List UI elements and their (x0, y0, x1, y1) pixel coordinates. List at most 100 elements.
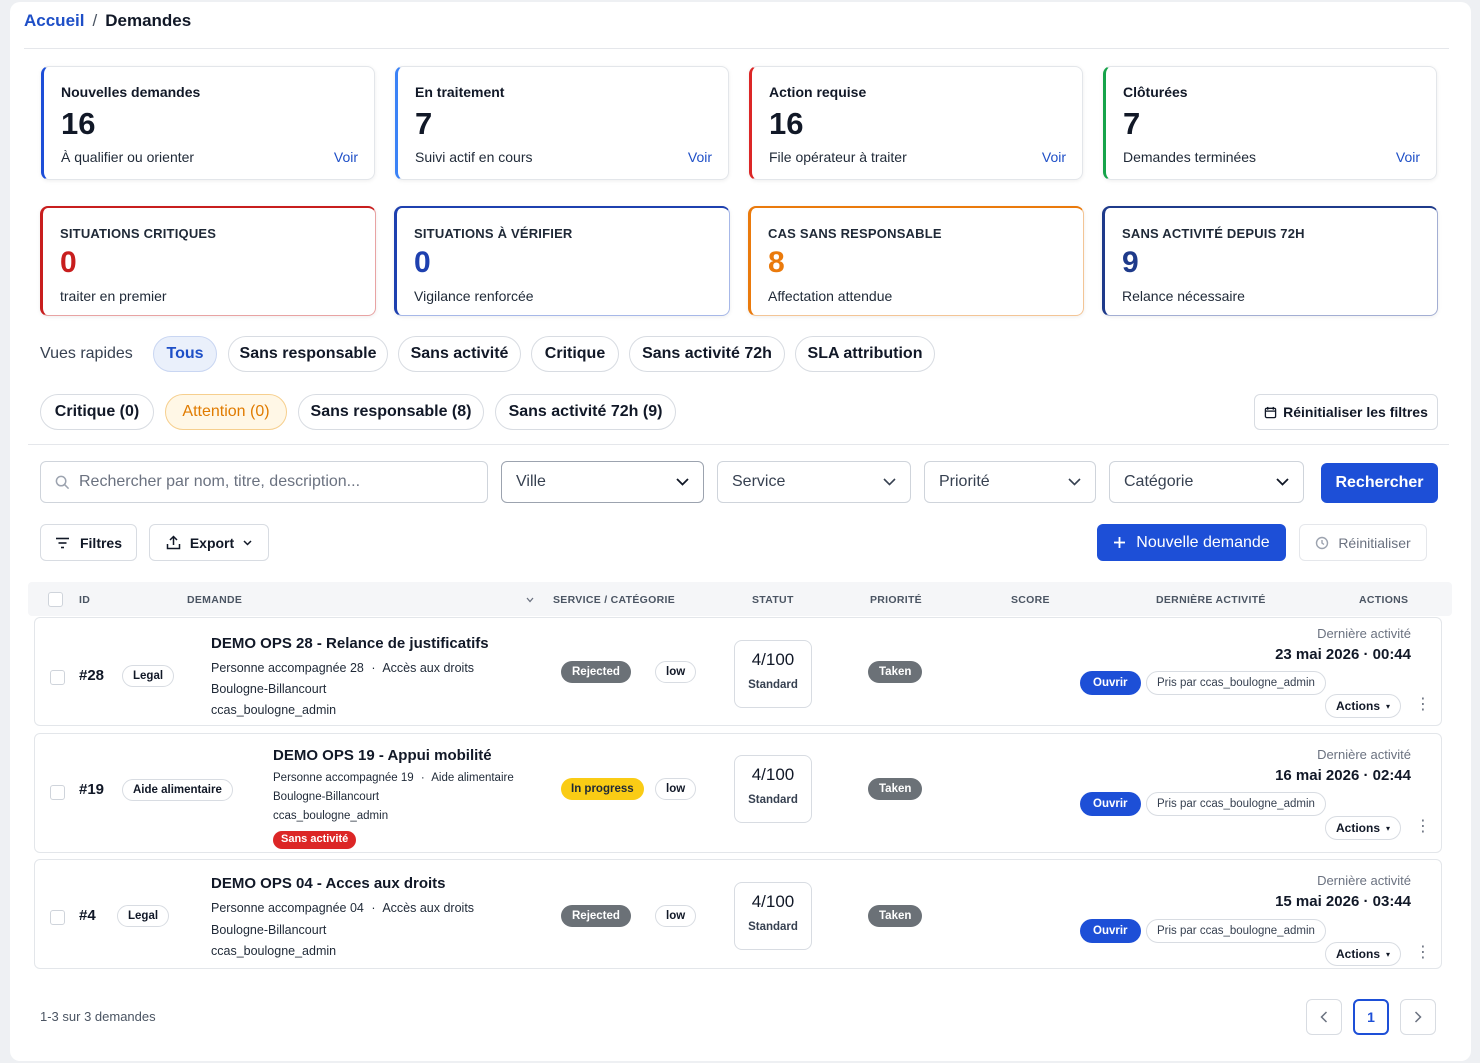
row-more-icon[interactable]: ⋮ (1415, 944, 1431, 961)
row-title[interactable]: DEMO OPS 28 - Relance de justificatifs (211, 635, 489, 652)
header-request[interactable]: DEMANDE (187, 594, 243, 606)
quick-view-critical[interactable]: Critique (531, 336, 619, 372)
quick-view-unassigned[interactable]: Sans responsable (228, 336, 388, 372)
header-status[interactable]: STATUT (752, 594, 794, 606)
breadcrumb-home-link[interactable]: Accueil (24, 11, 85, 30)
filter-critical[interactable]: Critique (0) (40, 394, 154, 430)
breadcrumb-current: Demandes (105, 11, 192, 30)
summary-card-action-required: Action requise 16 File opérateur à trait… (749, 66, 1083, 180)
stat-subtitle: Vigilance renforcée (414, 288, 534, 304)
card-value: 7 (1123, 106, 1141, 141)
card-title: Clôturées (1123, 84, 1188, 100)
row-score-value: 4/100 (751, 650, 795, 669)
row-open-button[interactable]: Ouvrir (1080, 671, 1141, 695)
filters-button[interactable]: Filtres (40, 524, 137, 561)
search-button[interactable]: Rechercher (1321, 463, 1438, 503)
row-category-tag: Legal (122, 665, 175, 687)
table-header (28, 582, 1452, 616)
row-actions-button[interactable]: Actions ▾ (1325, 694, 1402, 718)
header-score[interactable]: SCORE (1011, 594, 1050, 606)
row-open-button[interactable]: Ouvrir (1080, 919, 1141, 943)
quick-view-all[interactable]: Tous (153, 336, 217, 372)
row-person: Personne accompagnée 04 (211, 901, 364, 915)
new-request-button[interactable]: Nouvelle demande (1097, 524, 1286, 561)
filters-label: Filtres (79, 534, 122, 551)
row-activity-label: Dernière activité (1317, 626, 1411, 641)
row-person-service: Personne accompagnée 28 · Accès aux droi… (211, 661, 474, 675)
row-open-button[interactable]: Ouvrir (1080, 792, 1141, 816)
header-last-activity[interactable]: DERNIÈRE ACTIVITÉ (1156, 594, 1266, 606)
row-state-badge: Taken (868, 778, 923, 800)
header-divider (24, 48, 1449, 49)
pagination-page-button[interactable]: 1 (1353, 999, 1389, 1035)
card-subtitle: À qualifier ou orienter (61, 149, 195, 165)
row-score-label: Standard (748, 679, 798, 691)
row-dot: · (420, 772, 425, 784)
card-view-link[interactable]: Voir (1041, 149, 1066, 165)
export-button[interactable]: Export (149, 524, 269, 561)
search-input[interactable]: Rechercher par nom, titre, description..… (40, 461, 488, 503)
card-value: 16 (61, 106, 96, 141)
filter-icon (55, 537, 69, 548)
row-activity-label: Dernière activité (1317, 873, 1411, 888)
row-title[interactable]: DEMO OPS 04 - Acces aux droits (211, 875, 446, 892)
row-checkbox[interactable] (50, 670, 65, 685)
row-more-icon[interactable]: ⋮ (1415, 696, 1431, 713)
quick-view-inactive-72h[interactable]: Sans activité 72h (629, 336, 785, 372)
category-select[interactable]: Catégorie (1109, 461, 1304, 503)
chevron-down-icon (883, 478, 896, 486)
filter-inactive-72h[interactable]: Sans activité 72h (9) (495, 394, 676, 430)
header-priority[interactable]: PRIORITÉ (870, 594, 922, 606)
calendar-reset-icon (1264, 406, 1277, 418)
stat-card-critical[interactable]: SITUATIONS CRITIQUES 0 traiter en premie… (40, 206, 376, 316)
filter-unassigned[interactable]: Sans responsable (8) (298, 394, 484, 430)
row-actions-label: Actions (1336, 947, 1381, 961)
pagination-next-button[interactable] (1400, 999, 1436, 1035)
reset-button[interactable]: Réinitialiser (1299, 524, 1427, 561)
city-select[interactable]: Ville (501, 461, 704, 503)
search-placeholder: Rechercher par nom, titre, description..… (79, 473, 361, 490)
chevron-down-icon (1276, 478, 1289, 486)
row-checkbox[interactable] (50, 785, 65, 800)
stat-card-inactive-72h[interactable]: SANS ACTIVITÉ DEPUIS 72H 9 Relance néces… (1102, 206, 1438, 316)
row-taken-by: Pris par ccas_boulogne_admin (1146, 671, 1326, 695)
row-owner: ccas_boulogne_admin (211, 944, 337, 958)
table-row[interactable]: #28 Legal DEMO OPS 28 - Relance de justi… (34, 617, 1442, 726)
row-owner: ccas_boulogne_admin (211, 703, 337, 717)
row-title[interactable]: DEMO OPS 19 - Appui mobilité (273, 747, 492, 764)
quick-view-inactive[interactable]: Sans activité (398, 336, 521, 372)
row-person: Personne accompagnée 28 (211, 661, 364, 675)
stat-card-unassigned[interactable]: CAS SANS RESPONSABLE 8 Affectation atten… (748, 206, 1084, 316)
sort-chevron-icon[interactable] (526, 597, 534, 603)
header-id[interactable]: ID (79, 594, 91, 606)
row-more-icon[interactable]: ⋮ (1415, 818, 1431, 835)
row-service: Accès aux droits (382, 901, 475, 915)
chevron-down-icon (1068, 478, 1081, 486)
card-view-link[interactable]: Voir (333, 149, 358, 165)
table-row[interactable]: #19 Aide alimentaire DEMO OPS 19 - Appui… (34, 733, 1442, 853)
stat-subtitle: traiter en premier (60, 288, 167, 304)
reset-filters-button[interactable]: Réinitialiser les filtres (1254, 394, 1438, 430)
header-service-category[interactable]: SERVICE / CATÉGORIE (553, 594, 675, 606)
card-view-link[interactable]: Voir (1395, 149, 1420, 165)
row-actions-button[interactable]: Actions ▾ (1325, 816, 1402, 840)
row-owner: ccas_boulogne_admin (273, 810, 389, 822)
pagination-summary: 1-3 sur 3 demandes (40, 1009, 156, 1024)
stat-card-to-verify[interactable]: SITUATIONS À VÉRIFIER 0 Vigilance renfor… (394, 206, 730, 316)
select-all-checkbox[interactable] (48, 592, 63, 607)
quick-view-sla[interactable]: SLA attribution (795, 336, 935, 372)
row-id: #19 (79, 781, 105, 798)
service-select[interactable]: Service (717, 461, 911, 503)
filter-attention[interactable]: Attention (0) (165, 394, 287, 430)
priority-select[interactable]: Priorité (924, 461, 1096, 503)
pagination-prev-button[interactable] (1306, 999, 1342, 1035)
card-view-link[interactable]: Voir (687, 149, 712, 165)
chevron-left-icon (1320, 1011, 1328, 1023)
row-checkbox[interactable] (50, 910, 65, 925)
row-actions-button[interactable]: Actions ▾ (1325, 942, 1402, 966)
caret-down-icon: ▾ (1386, 949, 1391, 959)
row-service: Aide alimentaire (431, 772, 514, 784)
row-person-service: Personne accompagnée 19 · Aide alimentai… (273, 772, 514, 784)
page: Accueil / Demandes Nouvelles demandes 16… (10, 2, 1471, 1061)
table-row[interactable]: #4 Legal DEMO OPS 04 - Acces aux droits … (34, 859, 1442, 969)
